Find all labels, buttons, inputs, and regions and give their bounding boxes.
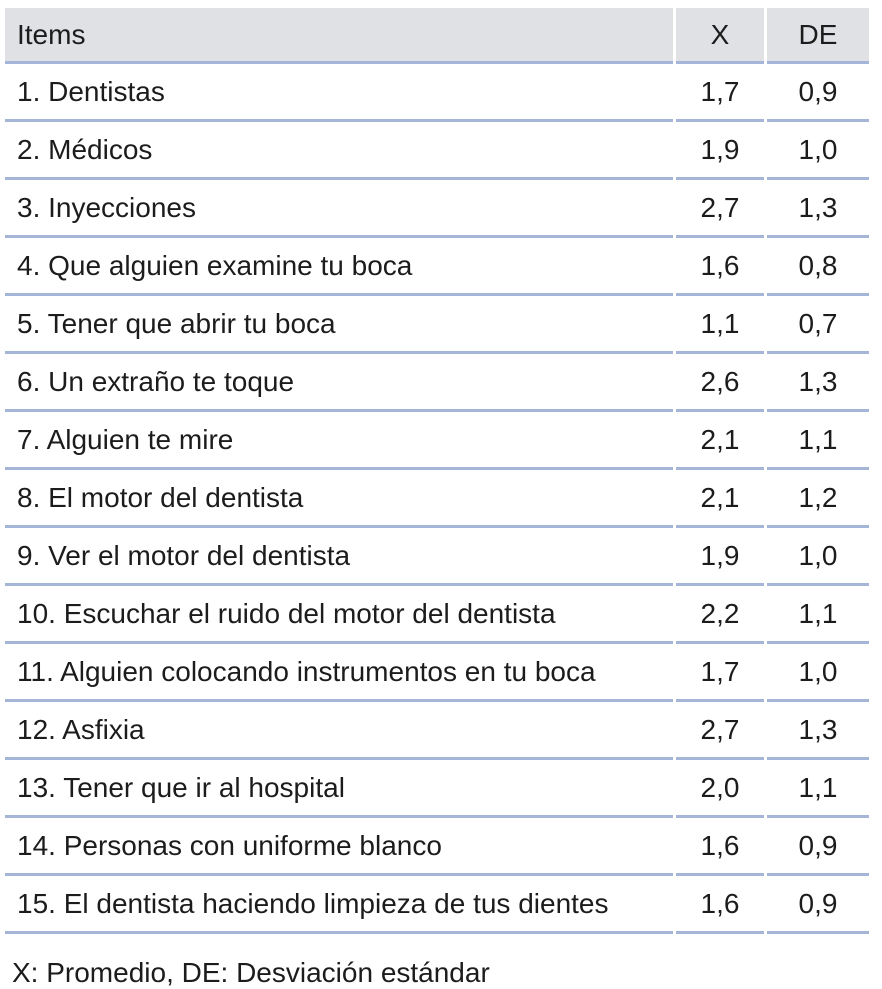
table-row: 4. Que alguien examine tu boca 1,6 0,8 (5, 238, 869, 296)
table-row: 3. Inyecciones 2,7 1,3 (5, 180, 869, 238)
sd-value-cell: 1,0 (767, 122, 869, 180)
mean-value-cell: 1,9 (676, 528, 764, 586)
sd-value-cell: 0,8 (767, 238, 869, 296)
item-label-cell: 1. Dentistas (5, 64, 673, 122)
items-statistics-table: Items X DE 1. Dentistas 1,7 0,9 2. Médic… (2, 8, 872, 934)
item-label-cell: 2. Médicos (5, 122, 673, 180)
item-label-cell: 14. Personas con uniforme blanco (5, 818, 673, 876)
sd-value-cell: 1,0 (767, 644, 869, 702)
mean-value-cell: 1,7 (676, 644, 764, 702)
item-label-cell: 12. Asfixia (5, 702, 673, 760)
column-header-x: X (676, 8, 764, 64)
sd-value-cell: 1,1 (767, 760, 869, 818)
table-row: 13. Tener que ir al hospital 2,0 1,1 (5, 760, 869, 818)
mean-value-cell: 1,9 (676, 122, 764, 180)
sd-value-cell: 1,1 (767, 586, 869, 644)
mean-value-cell: 1,1 (676, 296, 764, 354)
sd-value-cell: 1,3 (767, 354, 869, 412)
table-row: 15. El dentista haciendo limpieza de tus… (5, 876, 869, 934)
item-label-cell: 13. Tener que ir al hospital (5, 760, 673, 818)
table-row: 10. Escuchar el ruido del motor del dent… (5, 586, 869, 644)
item-label-cell: 11. Alguien colocando instrumentos en tu… (5, 644, 673, 702)
table-row: 14. Personas con uniforme blanco 1,6 0,9 (5, 818, 869, 876)
table-row: 5. Tener que abrir tu boca 1,1 0,7 (5, 296, 869, 354)
mean-value-cell: 2,7 (676, 702, 764, 760)
sd-value-cell: 1,3 (767, 180, 869, 238)
item-label-cell: 5. Tener que abrir tu boca (5, 296, 673, 354)
sd-value-cell: 1,3 (767, 702, 869, 760)
sd-value-cell: 0,7 (767, 296, 869, 354)
mean-value-cell: 1,6 (676, 818, 764, 876)
mean-value-cell: 2,2 (676, 586, 764, 644)
header-row: Items X DE (5, 8, 869, 64)
item-label-cell: 7. Alguien te mire (5, 412, 673, 470)
item-label-cell: 4. Que alguien examine tu boca (5, 238, 673, 296)
column-header-items: Items (5, 8, 673, 64)
table-header: Items X DE (5, 8, 869, 64)
table-row: 1. Dentistas 1,7 0,9 (5, 64, 869, 122)
table-row: 6. Un extraño te toque 2,6 1,3 (5, 354, 869, 412)
item-label-cell: 10. Escuchar el ruido del motor del dent… (5, 586, 673, 644)
mean-value-cell: 2,6 (676, 354, 764, 412)
table-row: 11. Alguien colocando instrumentos en tu… (5, 644, 869, 702)
table-row: 2. Médicos 1,9 1,0 (5, 122, 869, 180)
sd-value-cell: 1,2 (767, 470, 869, 528)
item-label-cell: 9. Ver el motor del dentista (5, 528, 673, 586)
mean-value-cell: 2,1 (676, 412, 764, 470)
item-label-cell: 6. Un extraño te toque (5, 354, 673, 412)
mean-value-cell: 1,6 (676, 876, 764, 934)
column-header-de: DE (767, 8, 869, 64)
table-body: 1. Dentistas 1,7 0,9 2. Médicos 1,9 1,0 … (5, 64, 869, 934)
mean-value-cell: 2,7 (676, 180, 764, 238)
table-row: 7. Alguien te mire 2,1 1,1 (5, 412, 869, 470)
sd-value-cell: 0,9 (767, 876, 869, 934)
table-footnote: X: Promedio, DE: Desviación estándar (12, 957, 490, 988)
mean-value-cell: 2,0 (676, 760, 764, 818)
sd-value-cell: 1,1 (767, 412, 869, 470)
mean-value-cell: 2,1 (676, 470, 764, 528)
item-label-cell: 3. Inyecciones (5, 180, 673, 238)
item-label-cell: 8. El motor del dentista (5, 470, 673, 528)
item-label-cell: 15. El dentista haciendo limpieza de tus… (5, 876, 673, 934)
sd-value-cell: 1,0 (767, 528, 869, 586)
mean-value-cell: 1,6 (676, 238, 764, 296)
table-row: 9. Ver el motor del dentista 1,9 1,0 (5, 528, 869, 586)
sd-value-cell: 0,9 (767, 64, 869, 122)
table-row: 12. Asfixia 2,7 1,3 (5, 702, 869, 760)
table-row: 8. El motor del dentista 2,1 1,2 (5, 470, 869, 528)
mean-value-cell: 1,7 (676, 64, 764, 122)
sd-value-cell: 0,9 (767, 818, 869, 876)
